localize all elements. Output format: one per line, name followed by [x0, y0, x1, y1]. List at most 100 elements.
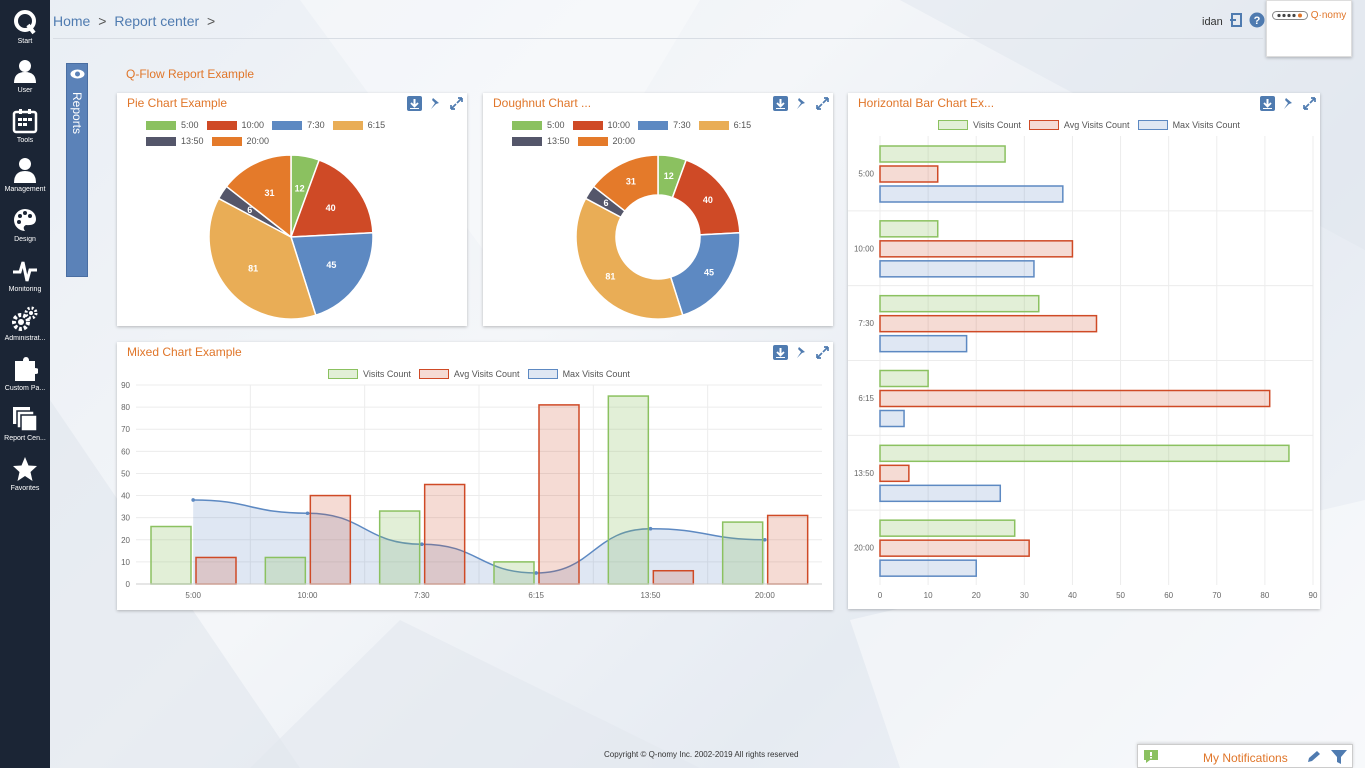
legend-swatch	[638, 120, 669, 130]
pie-chart-panel: Pie Chart Example 5:00 10:00 7:30 6:15 13:50…	[117, 93, 467, 326]
expand-icon[interactable]	[1302, 96, 1317, 111]
data-label: 31	[626, 176, 636, 186]
pin-icon[interactable]	[428, 96, 443, 111]
y-tick-label: 90	[121, 381, 130, 390]
svg-text:?: ?	[1253, 15, 1260, 27]
gears-icon	[11, 305, 39, 333]
reports-tab[interactable]: Reports	[66, 63, 88, 277]
legend-item[interactable]: 6:15	[698, 117, 751, 133]
download-icon[interactable]	[1260, 96, 1275, 111]
logout-icon[interactable]	[1229, 13, 1243, 30]
sidebar-item-label: Favorites	[10, 485, 40, 492]
legend-item[interactable]: 5:00	[146, 117, 199, 133]
breadcrumb-report-center[interactable]: Report center	[114, 13, 200, 29]
sidebar-item-monitoring[interactable]: Monitoring	[0, 252, 50, 302]
bar	[607, 395, 650, 585]
data-label: 40	[326, 203, 336, 213]
bar	[879, 294, 1040, 313]
sidebar-item-tools[interactable]: Tools	[0, 103, 50, 153]
legend-swatch	[272, 120, 303, 130]
sidebar-item-favorites[interactable]: Favorites	[0, 451, 50, 501]
legend-item[interactable]: 7:30	[272, 117, 325, 133]
breadcrumb-separator: >	[98, 13, 107, 29]
sidebar-item-user[interactable]: User	[0, 53, 50, 103]
edit-icon[interactable]	[1306, 750, 1322, 768]
legend-item[interactable]: Visits Count	[938, 117, 1021, 133]
legend-item[interactable]: Max Visits Count	[527, 366, 630, 382]
data-label: 45	[704, 267, 714, 277]
chart-legend: Visits Count Avg Visits Count Max Visits C…	[938, 117, 1308, 133]
legend-item[interactable]: Max Visits Count	[1137, 117, 1240, 133]
pin-icon[interactable]	[794, 345, 809, 360]
legend-label: Max Visits Count	[1172, 120, 1240, 130]
pin-icon[interactable]	[1281, 96, 1296, 111]
legend-label: 20:00	[612, 136, 636, 146]
legend-item[interactable]: Avg Visits Count	[1028, 117, 1130, 133]
y-tick-label: 6:15	[858, 394, 874, 403]
data-label: 40	[703, 195, 713, 205]
bar	[493, 561, 535, 585]
bar	[879, 260, 1035, 278]
legend-item[interactable]: Visits Count	[328, 366, 411, 382]
help-icon[interactable]: ?	[1249, 12, 1265, 31]
y-tick-label: 70	[121, 425, 130, 434]
notification-icon[interactable]	[1144, 750, 1158, 768]
chart-legend: 5:00 10:00 7:30 6:15 13:50 20:00	[146, 117, 446, 149]
notifications-bar[interactable]: My Notifications	[1137, 744, 1353, 768]
y-tick-label: 40	[121, 492, 130, 501]
legend-item[interactable]: 20:00	[577, 133, 636, 149]
bar	[195, 556, 237, 585]
sidebar-item-design[interactable]: Design	[0, 202, 50, 252]
legend-label: Avg Visits Count	[1063, 120, 1130, 130]
username[interactable]: idan	[1202, 15, 1223, 28]
pie-slice	[592, 154, 659, 213]
bar	[879, 484, 1002, 503]
sidebar-item-administration[interactable]: Administrat...	[0, 301, 50, 351]
legend-item[interactable]: 10:00	[572, 117, 630, 133]
x-tick-label: 20:00	[755, 591, 776, 600]
download-icon[interactable]	[773, 96, 788, 111]
pin-icon[interactable]	[794, 96, 809, 111]
doughnut-chart: 12 40 45 81 6 31	[575, 154, 741, 320]
expand-icon[interactable]	[815, 345, 830, 360]
legend-item[interactable]: 7:30	[638, 117, 691, 133]
pie-slice	[289, 232, 374, 317]
eye-icon[interactable]	[70, 67, 85, 85]
data-label: 45	[326, 260, 336, 270]
legend-label: 10:00	[241, 120, 265, 130]
legend-item[interactable]: 6:15	[332, 117, 385, 133]
bar	[378, 510, 421, 585]
sidebar-item-custom-pages[interactable]: Custom Pa...	[0, 351, 50, 401]
chart-legend: Visits Count Avg Visits Count Max Visits C…	[328, 366, 728, 382]
horizontal-bar-chart-panel: Horizontal Bar Chart Ex... Visits Count A…	[848, 93, 1320, 609]
doughnut-chart-panel: Doughnut Chart ... 5:00 10:00 7:30 6:15 13:5…	[483, 93, 833, 326]
download-icon[interactable]	[773, 345, 788, 360]
legend-item[interactable]: 13:50	[146, 133, 204, 149]
filter-icon[interactable]	[1331, 750, 1347, 768]
sidebar-item-report-center[interactable]: Report Cen...	[0, 401, 50, 451]
download-icon[interactable]	[407, 96, 422, 111]
legend-item[interactable]: 10:00	[206, 117, 265, 133]
bar	[879, 334, 968, 353]
legend-item[interactable]: 5:00	[512, 117, 565, 133]
y-tick-label: 50	[121, 469, 130, 478]
sidebar-item-management[interactable]: Management	[0, 152, 50, 202]
x-tick-label: 7:30	[414, 591, 430, 600]
expand-icon[interactable]	[449, 96, 464, 111]
x-tick-label: 0	[878, 591, 883, 600]
legend-swatch	[211, 136, 242, 146]
breadcrumb-separator: >	[207, 13, 216, 29]
legend-item[interactable]: 20:00	[211, 133, 269, 149]
palette-icon	[11, 206, 39, 234]
legend-swatch	[1137, 120, 1168, 130]
legend-item[interactable]: 13:50	[512, 133, 570, 149]
legend-swatch	[512, 136, 542, 146]
sidebar-item-start[interactable]: Start	[0, 4, 50, 54]
notifications-label[interactable]: My Notifications	[1203, 751, 1288, 765]
y-tick-label: 60	[121, 447, 130, 456]
bar	[879, 185, 1064, 203]
legend-item[interactable]: Avg Visits Count	[418, 366, 520, 382]
pie-slice	[225, 154, 292, 239]
expand-icon[interactable]	[815, 96, 830, 111]
breadcrumb-home[interactable]: Home	[53, 13, 91, 29]
